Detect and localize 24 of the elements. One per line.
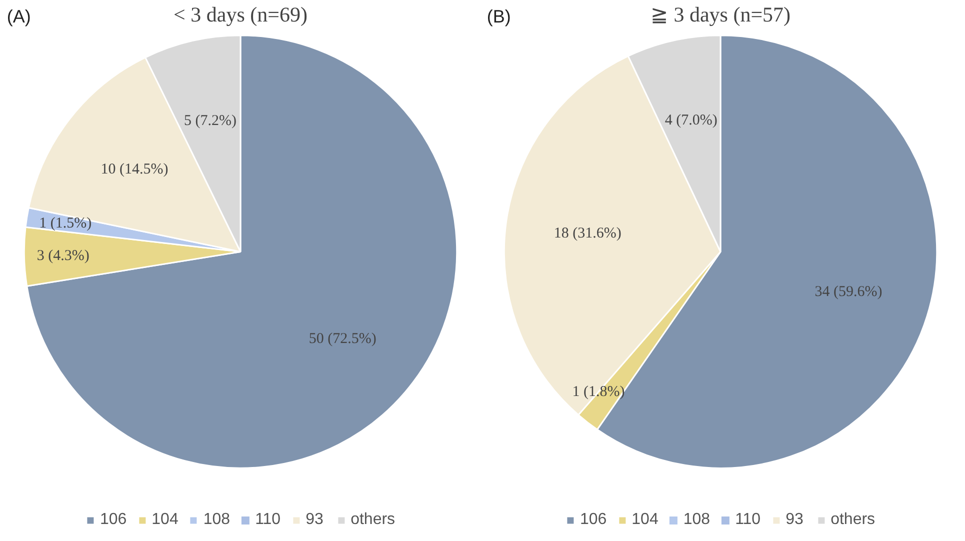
legend-label: 108	[683, 511, 710, 529]
legend-label: 93	[306, 511, 324, 529]
data-label: 4 (7.0%)	[664, 112, 718, 129]
text: (B)	[486, 6, 511, 26]
legend-label: 93	[786, 511, 804, 529]
chart-title: < 3 days (n=69)	[174, 2, 308, 26]
text: (A)	[6, 6, 31, 26]
data-label: 18 (31.6%)	[554, 225, 622, 242]
legend-label: 108	[203, 511, 230, 529]
legend-label: 106	[580, 511, 607, 529]
data-label: 50 (72.5%)	[308, 330, 376, 347]
data-label: 1 (1.5%)	[39, 216, 92, 232]
legend-label: 110	[735, 511, 761, 529]
legend-label: 110	[255, 511, 281, 529]
legend-label: others	[830, 511, 876, 529]
legend-label: 104	[632, 511, 658, 529]
data-label: 10 (14.5%)	[100, 161, 168, 178]
legend-label: 104	[152, 511, 178, 529]
legend-label: others	[350, 511, 396, 529]
chart-title: ≧ 3 days (n=57)	[650, 2, 791, 26]
data-label: 5 (7.2%)	[184, 112, 236, 129]
data-label: 3 (4.3%)	[36, 248, 90, 264]
data-label: 34 (59.6%)	[814, 284, 882, 300]
legend-label: 106	[100, 511, 127, 529]
